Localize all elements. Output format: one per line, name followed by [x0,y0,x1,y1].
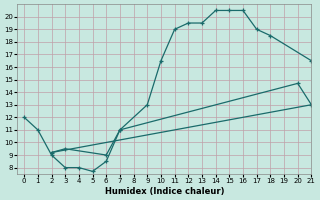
X-axis label: Humidex (Indice chaleur): Humidex (Indice chaleur) [105,187,224,196]
